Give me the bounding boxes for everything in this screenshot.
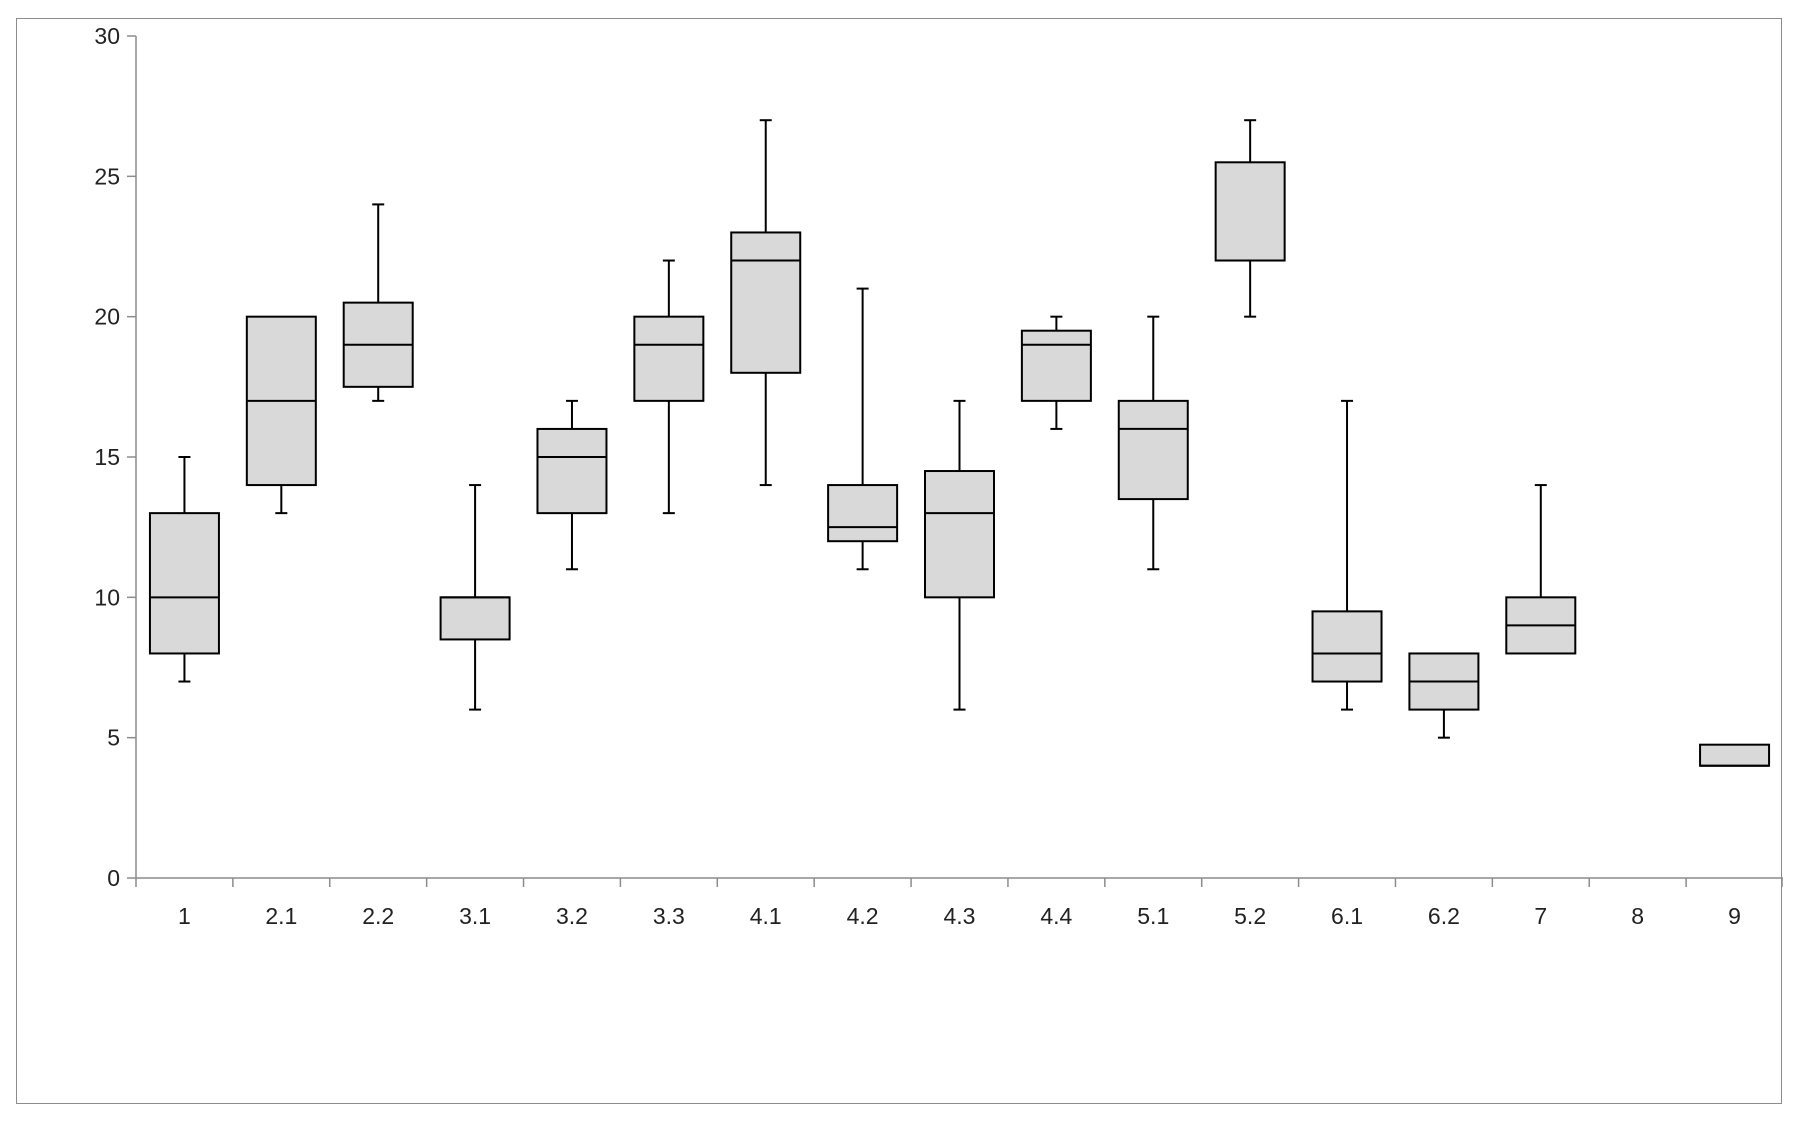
x-tick-label: 6.1 bbox=[1331, 903, 1363, 929]
x-tick-label: 1 bbox=[178, 903, 191, 929]
box-3.3 bbox=[633, 259, 705, 515]
box-plot-chart: 0 5 10 15 20 25 30 1 2.1 2.2 3.1 3.2 3.3 4.1 4.2 4.3 4.… bbox=[94, 23, 1783, 929]
box-body bbox=[827, 484, 899, 543]
x-tick-label: 4.2 bbox=[847, 903, 879, 929]
box-5.2 bbox=[1214, 119, 1286, 318]
box-body bbox=[439, 596, 511, 641]
x-tick-label: 4.4 bbox=[1040, 903, 1072, 929]
box-4.1 bbox=[730, 119, 802, 487]
box-6.2 bbox=[1408, 652, 1480, 739]
box-body bbox=[536, 427, 608, 515]
x-tick-label: 4.1 bbox=[750, 903, 782, 929]
box-4.3 bbox=[924, 399, 995, 711]
box-9 bbox=[1699, 743, 1771, 767]
box-body bbox=[1311, 610, 1383, 683]
x-tick-label: 2.1 bbox=[265, 903, 297, 929]
x-tick-label: 2.2 bbox=[362, 903, 394, 929]
box-3.2 bbox=[536, 399, 608, 571]
box-body bbox=[1020, 329, 1092, 402]
x-tick-label: 4.3 bbox=[944, 903, 976, 929]
x-tick-label: 3.2 bbox=[556, 903, 588, 929]
box-5.1 bbox=[1117, 315, 1189, 571]
box-3.1 bbox=[439, 484, 511, 711]
boxes bbox=[148, 119, 1771, 767]
y-tick-label: 15 bbox=[94, 444, 120, 470]
box-body bbox=[1214, 161, 1286, 262]
box-4.4 bbox=[1020, 315, 1092, 430]
y-tick-label: 5 bbox=[107, 725, 120, 751]
y-tick-label: 20 bbox=[94, 304, 120, 330]
box-6.1 bbox=[1311, 399, 1383, 711]
y-axis: 0 5 10 15 20 25 30 bbox=[94, 23, 137, 891]
x-tick-label: 8 bbox=[1631, 903, 1644, 929]
y-tick-label: 10 bbox=[94, 584, 120, 610]
y-tick-label: 0 bbox=[107, 865, 120, 891]
x-tick-label: 5.1 bbox=[1137, 903, 1169, 929]
x-axis: 1 2.1 2.2 3.1 3.2 3.3 4.1 4.2 4.3 4.4 5.1 5.2 6.1 6.2… bbox=[135, 877, 1783, 929]
box-body bbox=[924, 470, 995, 599]
y-tick-label: 30 bbox=[94, 23, 120, 49]
y-tick-label: 25 bbox=[94, 163, 120, 189]
box-7 bbox=[1505, 484, 1577, 655]
x-tick-label: 9 bbox=[1728, 903, 1741, 929]
box-1 bbox=[148, 456, 220, 683]
box-2.2 bbox=[342, 203, 414, 402]
box-4.2 bbox=[827, 287, 899, 571]
box-body bbox=[148, 512, 220, 655]
x-tick-label: 5.2 bbox=[1234, 903, 1266, 929]
x-tick-label: 6.2 bbox=[1428, 903, 1460, 929]
box-body bbox=[1699, 743, 1771, 767]
box-2.1 bbox=[245, 315, 317, 515]
box-body bbox=[633, 315, 705, 402]
x-tick-label: 3.3 bbox=[653, 903, 685, 929]
box-body bbox=[730, 231, 802, 374]
x-tick-label: 7 bbox=[1534, 903, 1547, 929]
box-body bbox=[1117, 399, 1189, 501]
x-tick-label: 3.1 bbox=[459, 903, 491, 929]
chart-frame: 0 5 10 15 20 25 30 1 2.1 2.2 3.1 3.2 3.3 4.1 4.2 4.3 4.… bbox=[16, 18, 1783, 1104]
